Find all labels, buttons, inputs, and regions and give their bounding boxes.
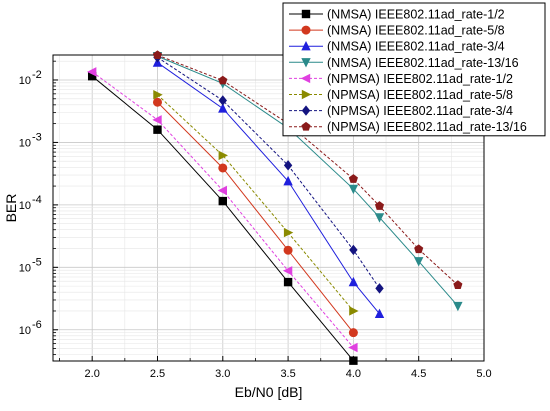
legend: (NMSA) IEEE802.11ad_rate-1/2 (NMSA) IEEE8… [282,2,546,137]
x-tick-label: 3.5 [280,368,295,380]
legend-marker [301,9,311,19]
legend-item: (NPMSA) IEEE802.11ad_rate-13/16 [289,120,527,134]
y-tick-label: 10 -3 [19,131,42,149]
legend-item: (NPMSA) IEEE802.11ad_rate-1/2 [289,72,513,86]
y-tick-base: 10 [19,325,31,337]
legend-item: (NMSA) IEEE802.11ad_rate-1/2 [289,8,505,22]
legend-marker [301,105,311,116]
legend-label: (NPMSA) IEEE802.11ad_rate-1/2 [327,72,513,86]
legend-item: (NMSA) IEEE802.11ad_rate-13/16 [289,56,519,70]
data-point [375,283,384,294]
data-point [218,163,228,173]
data-point [414,244,424,254]
legend-label: (NPMSA) IEEE802.11ad_rate-3/4 [327,104,513,118]
legend-label: (NPMSA) IEEE802.11ad_rate-13/16 [327,120,527,134]
legend-label: (NMSA) IEEE802.11ad_rate-3/4 [327,40,505,54]
y-tick-base: 10 [19,262,31,274]
y-tick-label: 10 -6 [19,319,42,337]
data-point [218,75,228,85]
data-point [152,97,162,107]
data-point [374,308,385,319]
data-point [283,245,293,255]
y-tick-base: 10 [19,200,31,212]
y-tick-label: 10 -2 [19,69,42,87]
data-point [283,175,293,186]
x-tick-label: 5.0 [476,368,491,380]
data-point [153,125,162,134]
data-point [348,328,358,338]
legend-marker [301,25,311,35]
data-point [453,301,463,312]
legend-box [282,2,546,137]
series-2 [152,97,358,338]
data-point [282,266,293,276]
data-point [453,280,463,289]
y-axis-label: BER [3,194,19,223]
x-tick-label: 4.0 [346,368,361,380]
legend-label: (NMSA) IEEE802.11ad_rate-1/2 [327,8,505,22]
y-tick-label: 10 -4 [19,194,42,212]
y-tick-label: 10 -5 [19,256,42,274]
x-tick-label: 3.0 [215,368,230,380]
data-point [413,257,424,267]
series-line [157,101,354,333]
series-line [157,94,354,312]
y-tick-exponent: -6 [32,319,42,331]
data-point [374,213,385,223]
legend-label: (NMSA) IEEE802.11ad_rate-13/16 [327,56,519,70]
x-axis-label: Eb/N0 [dB] [235,384,303,400]
axis-layer: 2.0 2.5 3.0 3.5 4.0 4.5 5.010-210-310-410 -510-… [19,60,492,380]
data-point [87,71,97,81]
data-point [218,103,228,113]
y-tick-exponent: -5 [32,256,42,268]
y-tick-base: 10 [19,137,31,149]
legend-marker [301,121,311,131]
data-point [218,150,228,161]
data-point [349,306,359,316]
series-3 [152,57,385,319]
data-point [152,115,162,125]
data-point [283,227,294,238]
legend-item: (NMSA) IEEE802.11ad_rate-5/8 [289,24,505,38]
data-point [348,174,358,183]
x-tick-label: 2.5 [150,368,165,380]
data-point [152,50,163,60]
data-point [283,277,293,287]
legend-marker [301,41,311,51]
legend-marker [301,89,312,100]
legend-item: (NMSA) IEEE802.11ad_rate-3/4 [289,40,505,54]
data-point [348,184,359,195]
legend-label: (NMSA) IEEE802.11ad_rate-5/8 [327,24,505,38]
x-tick-label: 2.0 [85,368,100,380]
legend-item: (NPMSA) IEEE802.11ad_rate-3/4 [289,104,513,118]
data-point [348,276,359,287]
data-point [218,95,227,106]
legend-marker [300,73,311,84]
data-point [283,160,293,171]
legend-marker [301,58,311,68]
legend-item: (NPMSA) IEEE802.11ad_rate-5/8 [289,88,513,102]
data-point [153,90,163,100]
data-point [348,342,358,353]
series-layer [86,50,463,365]
legend-label: (NPMSA) IEEE802.11ad_rate-5/8 [327,88,513,102]
data-point [218,196,227,206]
y-tick-exponent: -4 [32,194,42,206]
data-point [374,201,385,210]
series-1 [87,71,358,365]
y-tick-base: 10 [19,75,31,87]
data-point [217,185,227,196]
y-tick-exponent: -3 [32,131,42,143]
data-point [349,244,358,256]
y-tick-exponent: -2 [32,69,42,81]
data-point [86,67,97,77]
series-6 [153,90,359,316]
data-point [349,356,358,365]
x-tick-label: 4.5 [411,368,426,380]
series-5 [86,67,358,353]
